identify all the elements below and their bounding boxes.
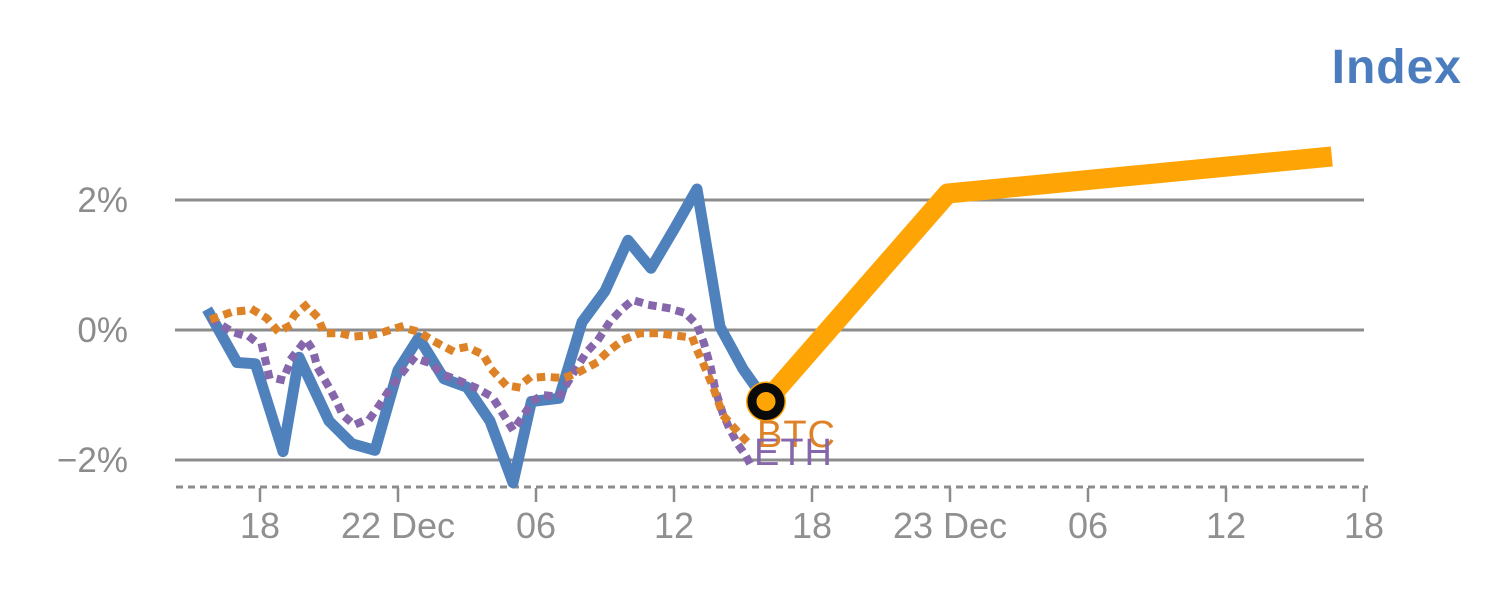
eth-series-label: ETH <box>754 432 833 474</box>
series-line-eth <box>208 296 758 474</box>
series-line-index-forecast <box>758 146 1333 409</box>
chart-title: Index <box>1331 41 1462 94</box>
x-axis-label-22 Dec: 22 Dec <box>341 505 455 546</box>
x-axis-label-18: 18 <box>240 505 280 546</box>
x-axis-label-18: 18 <box>792 505 832 546</box>
current-point-marker <box>747 383 785 420</box>
x-axis-label-06: 06 <box>516 505 556 546</box>
x-axis-label-18: 18 <box>1344 505 1384 546</box>
series-line-btc <box>208 301 756 453</box>
x-axis-label-12: 12 <box>1206 505 1246 546</box>
y-axis-label-2%: 2% <box>77 181 128 220</box>
y-axis-label-0%: 0% <box>77 311 128 350</box>
btc-series-label: BTC <box>757 414 836 456</box>
series-line-index-history <box>202 183 771 489</box>
x-axis-label-12: 12 <box>654 505 694 546</box>
x-axis-label-23 Dec: 23 Dec <box>893 505 1007 546</box>
y-axis-label-−2%: −2% <box>57 441 128 480</box>
x-axis-label-06: 06 <box>1068 505 1108 546</box>
